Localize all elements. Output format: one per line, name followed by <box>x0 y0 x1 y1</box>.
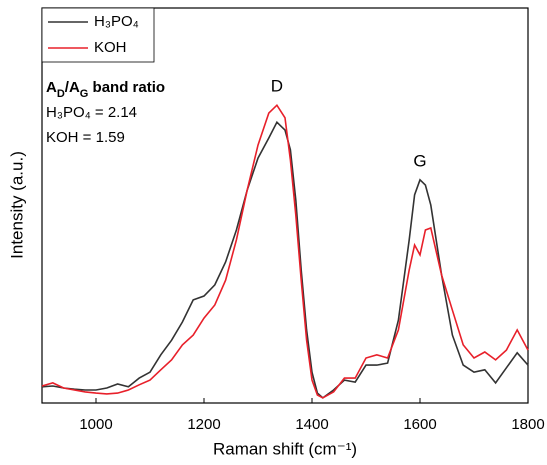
x-axis-label: Raman shift (cm⁻¹) <box>213 439 357 458</box>
ratio-title-part: A <box>46 79 57 96</box>
legend-box <box>41 7 155 63</box>
ratio-title-part: D <box>57 88 65 100</box>
ratio-title-part: G <box>80 88 89 100</box>
peak-label: G <box>413 152 426 171</box>
x-tick-label: 1400 <box>295 416 328 433</box>
legend-label: KOH <box>94 39 127 56</box>
ratio-title: AD/AG band ratio <box>46 79 165 100</box>
ratio-title-part: band ratio <box>88 79 165 96</box>
series-line <box>41 103 529 399</box>
x-tick-label: 1600 <box>403 416 436 433</box>
x-tick-label: 1800 <box>511 416 544 433</box>
x-tick-label: 1000 <box>79 416 112 433</box>
legend-label: H₃PO₄ <box>94 13 139 30</box>
series-line <box>41 120 529 399</box>
x-tick-label: 1200 <box>187 416 220 433</box>
peak-label: D <box>271 76 283 95</box>
plot-frame <box>41 7 529 404</box>
y-axis-label: Intensity (a.u.) <box>7 151 26 259</box>
ratio-title-part: /A <box>65 79 80 96</box>
ratio-value: KOH = 1.59 <box>46 129 125 146</box>
ratio-value: H₃PO₄ = 2.14 <box>46 104 137 121</box>
